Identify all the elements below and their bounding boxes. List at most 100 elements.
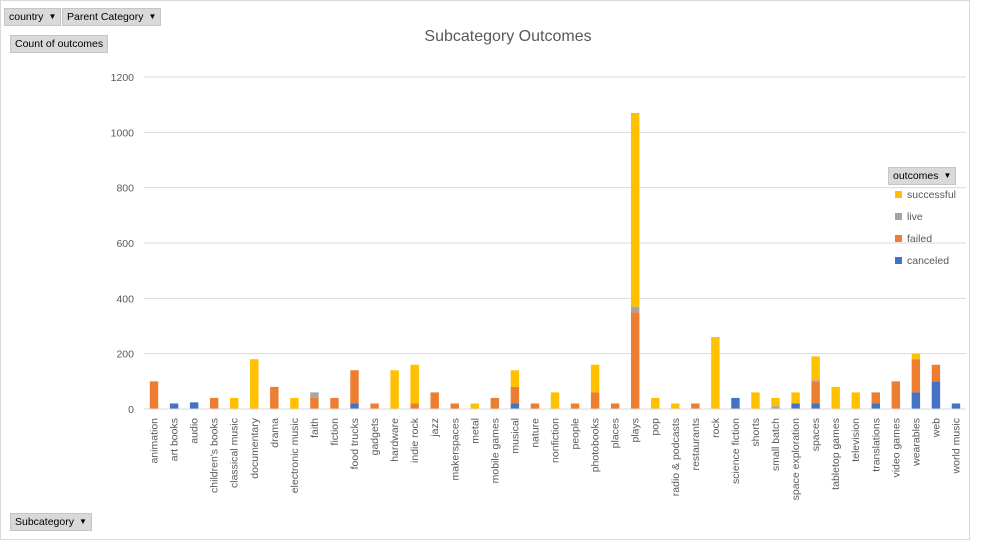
bar-failed	[330, 397, 339, 409]
x-tick-label: wearables	[910, 418, 922, 467]
x-tick-label: electronic music	[289, 418, 301, 493]
bar-failed	[530, 403, 540, 409]
bar-successful	[550, 392, 560, 409]
bar-canceled	[510, 403, 520, 409]
x-tick-label: musical	[509, 418, 521, 454]
bar-failed	[149, 381, 159, 409]
x-tick-label: nonfiction	[550, 418, 562, 463]
y-axis: 0 200 400 600 800 1000 1200	[111, 72, 135, 416]
bar-successful	[410, 364, 419, 404]
value-field-button[interactable]: Count of outcomes	[10, 35, 109, 53]
legend-label-live: live	[907, 211, 923, 223]
bar-successful	[250, 359, 259, 409]
chart-title: Subcategory Outcomes	[424, 28, 591, 45]
bar-canceled	[791, 403, 800, 409]
bar-successful	[510, 370, 520, 387]
x-tick-label: drama	[269, 418, 281, 448]
bar-canceled	[731, 397, 740, 409]
bar-failed	[891, 381, 901, 409]
x-tick-label: world music	[950, 418, 962, 474]
x-tick-label: photobooks	[590, 418, 602, 472]
bar-successful	[590, 364, 600, 393]
bar-successful	[811, 356, 820, 381]
x-tick-label: metal	[469, 418, 481, 444]
outcomes-legend-field-label: outcomes	[893, 170, 939, 182]
y-tick-label: 600	[116, 238, 134, 250]
subcategory-axis-field-button[interactable]: Subcategory ▼	[10, 513, 92, 531]
bar-successful	[771, 397, 780, 407]
bar-canceled	[951, 403, 961, 409]
bar-canceled	[189, 402, 199, 409]
bar-successful	[390, 370, 399, 409]
x-tick-label: people	[570, 418, 582, 450]
legend-item-successful[interactable]: successful	[895, 189, 956, 201]
x-tick-label: pop	[650, 418, 662, 436]
bar-failed	[350, 370, 359, 404]
bar-failed	[430, 392, 439, 409]
bar-failed	[270, 386, 279, 409]
dropdown-arrow-icon: ▼	[48, 12, 57, 22]
bar-failed	[510, 386, 520, 404]
y-tick-label: 1200	[111, 72, 135, 84]
x-tick-label: plays	[630, 418, 642, 443]
bar-failed	[370, 403, 379, 409]
legend-label-failed: failed	[907, 233, 933, 245]
x-tick-label: restaurants	[690, 418, 702, 471]
bar-failed	[691, 403, 700, 409]
y-tick-label: 400	[116, 293, 134, 305]
subcategory-axis-field-label: Subcategory	[15, 516, 74, 528]
x-tick-label: faith	[309, 418, 321, 438]
country-filter-button[interactable]: country ▼	[4, 8, 62, 26]
x-tick-label: nature	[529, 418, 541, 448]
legend-item-canceled[interactable]: canceled	[895, 255, 949, 267]
bar-failed	[570, 403, 580, 409]
bar-live	[310, 392, 319, 398]
parent-category-filter-button[interactable]: Parent Category ▼	[62, 8, 162, 26]
bar-successful	[911, 353, 921, 360]
x-tick-label: science fiction	[730, 418, 742, 484]
x-tick-label: radio & podcasts	[670, 418, 682, 496]
x-tick-label: jazz	[429, 418, 441, 438]
dropdown-arrow-icon: ▼	[148, 12, 157, 22]
x-tick-label: small batch	[770, 418, 782, 471]
bar-successful	[831, 386, 840, 409]
bar-successful	[230, 397, 239, 409]
y-tick-label: 1000	[111, 127, 135, 139]
legend-swatch-failed	[895, 235, 902, 242]
bar-failed	[450, 403, 459, 409]
bar-failed	[811, 381, 820, 404]
bar-live	[811, 380, 820, 382]
x-tick-label: indie rock	[409, 417, 421, 463]
y-tick-label: 0	[128, 404, 134, 416]
bar-successful	[751, 392, 760, 409]
legend-item-failed[interactable]: failed	[895, 233, 932, 245]
x-tick-label: spaces	[810, 418, 822, 451]
x-tick-label: places	[610, 418, 622, 448]
bar-live	[630, 306, 640, 313]
bar-successful	[470, 403, 480, 409]
bar-canceled	[811, 403, 820, 409]
legend-label-canceled: canceled	[907, 255, 950, 267]
y-tick-label: 200	[116, 349, 134, 361]
x-tick-label: television	[850, 418, 862, 462]
bar-failed	[310, 397, 319, 409]
bar-failed	[871, 392, 880, 404]
legend-item-live[interactable]: live	[895, 211, 923, 223]
gridlines	[144, 76, 966, 355]
bar-failed	[911, 359, 921, 393]
legend-swatch-canceled	[895, 257, 902, 264]
outcomes-legend-field-button[interactable]: outcomes ▼	[888, 167, 957, 185]
bar-successful	[651, 397, 660, 409]
bar-failed	[590, 392, 600, 409]
x-tick-label: rock	[710, 417, 722, 438]
bar-failed	[931, 364, 941, 382]
legend-swatch-live	[895, 213, 902, 220]
bar-successful	[290, 397, 299, 409]
bar-canceled	[871, 403, 880, 409]
parent-category-filter-label: Parent Category	[67, 11, 144, 23]
x-tick-label: food trucks	[349, 418, 361, 469]
x-tick-label: fiction	[329, 418, 341, 446]
x-tick-label: shorts	[750, 418, 762, 447]
dropdown-arrow-icon: ▼	[943, 171, 952, 181]
